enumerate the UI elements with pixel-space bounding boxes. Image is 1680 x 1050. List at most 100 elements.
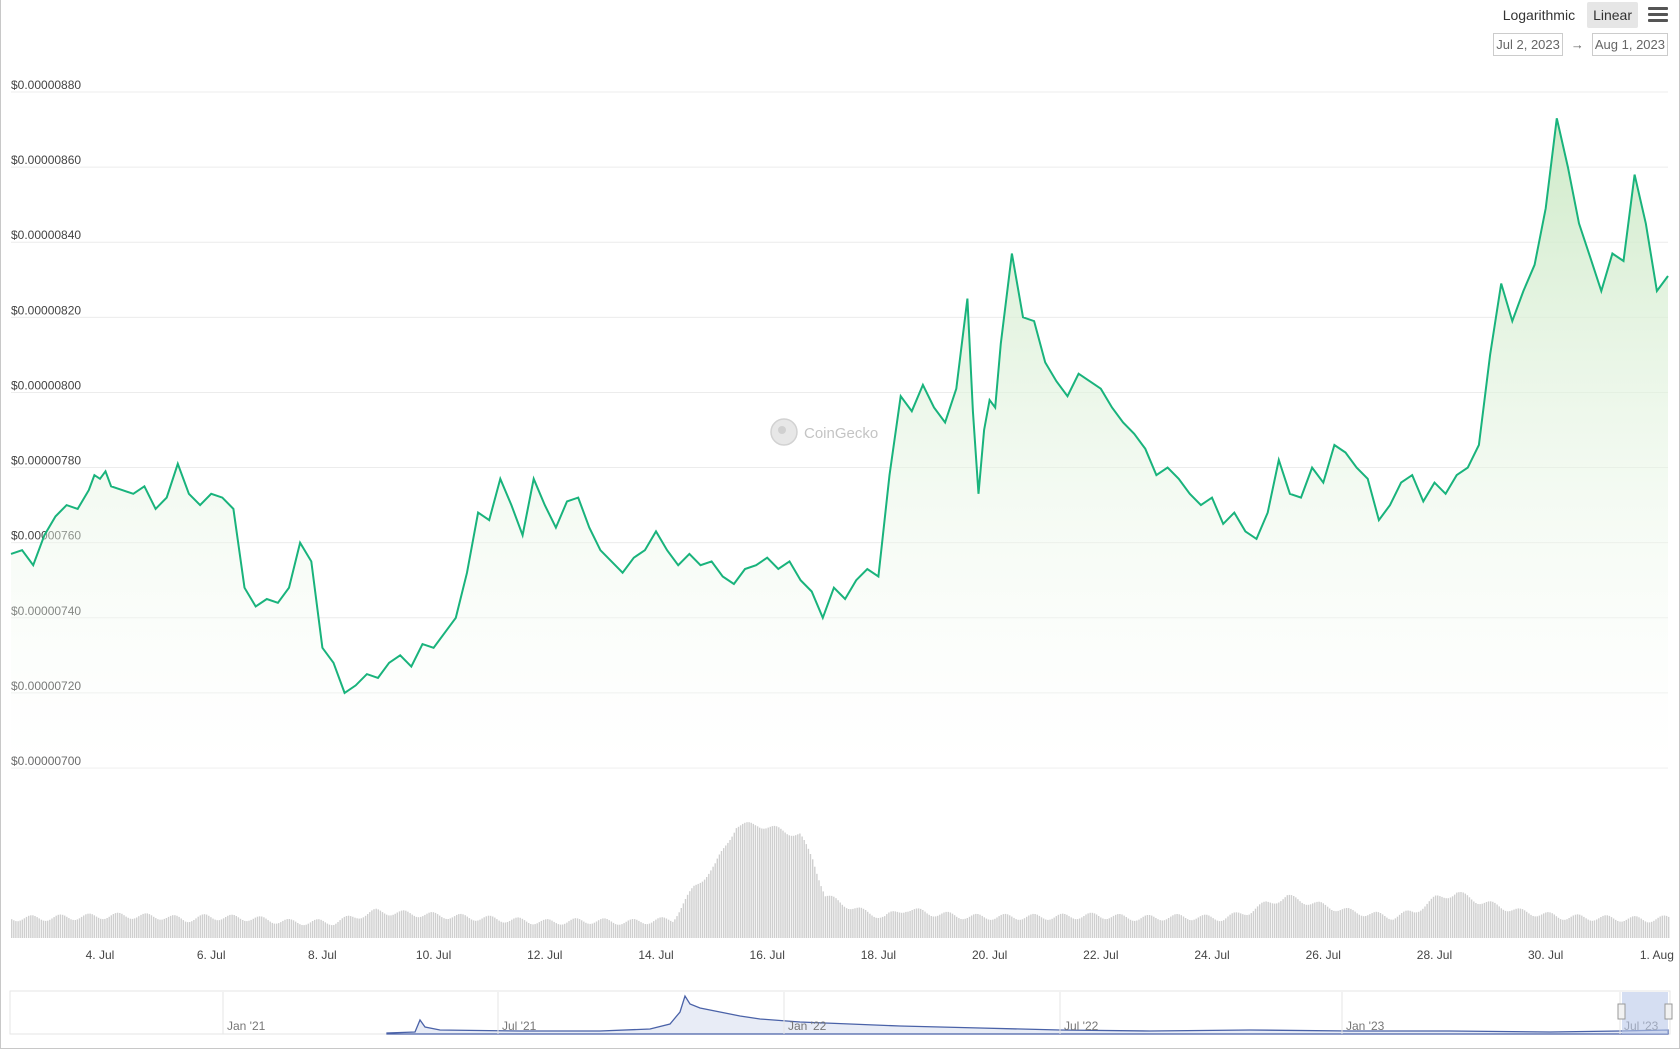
- volume-bar: [125, 916, 127, 938]
- volume-bar: [1350, 908, 1352, 938]
- hamburger-menu-icon[interactable]: [1648, 7, 1668, 23]
- volume-bar: [1460, 892, 1462, 938]
- navigator-right-handle[interactable]: [1664, 1003, 1673, 1020]
- volume-bar: [1454, 894, 1456, 938]
- volume-bar: [307, 923, 309, 938]
- volume-bar: [1102, 918, 1104, 938]
- volume-bar: [288, 919, 290, 938]
- volume-bar: [631, 919, 634, 938]
- volume-bar: [23, 918, 26, 938]
- volume-bar: [1303, 904, 1305, 938]
- volume-bar: [38, 918, 40, 938]
- volume-bar: [102, 919, 104, 938]
- volume-bar: [886, 914, 888, 938]
- volume-bar: [788, 835, 790, 938]
- range-to-input[interactable]: Aug 1, 2023: [1591, 33, 1668, 56]
- volume-bar: [1665, 915, 1668, 938]
- volume-bar: [907, 911, 909, 938]
- volume-bar: [1485, 902, 1488, 938]
- volume-bar: [822, 891, 824, 938]
- volume-bar: [271, 922, 273, 938]
- volume-bar: [104, 918, 106, 938]
- volume-bar: [1167, 918, 1170, 938]
- volume-bar: [55, 915, 57, 938]
- volume-bar: [729, 840, 731, 938]
- price-series-line[interactable]: [10, 118, 1669, 695]
- logarithmic-scale-button[interactable]: Logarithmic: [1502, 7, 1576, 23]
- volume-bar: [898, 912, 901, 938]
- volume-bar: [1312, 903, 1314, 938]
- volume-bar: [958, 918, 960, 938]
- volume-bar: [333, 925, 335, 938]
- volume-bar: [1644, 921, 1647, 938]
- volume-bar: [123, 915, 125, 938]
- volume-bar: [500, 921, 502, 938]
- volume-bar: [511, 919, 513, 938]
- volume-bar: [318, 919, 320, 938]
- volume-bar: [568, 921, 570, 938]
- volume-bar: [303, 925, 305, 938]
- volume-bar: [809, 854, 812, 938]
- range-from-input[interactable]: Jul 2, 2023: [1493, 33, 1563, 56]
- volume-bar: [347, 915, 350, 938]
- volume-bar: [186, 922, 189, 938]
- volume-bar: [1066, 914, 1068, 938]
- volume-bar: [1047, 919, 1049, 938]
- volume-bar: [778, 827, 780, 938]
- volume-bar: [1511, 910, 1513, 938]
- volume-bar: [1199, 916, 1202, 938]
- volume-bar: [1322, 903, 1324, 938]
- volume-bar: [167, 916, 170, 938]
- volume-bar: [1157, 919, 1159, 938]
- volume-bar: [818, 880, 820, 938]
- volume-bar: [1384, 916, 1386, 938]
- volume-bar: [254, 917, 257, 938]
- volume-bar: [1534, 916, 1536, 938]
- volume-bar: [634, 919, 636, 938]
- volume-bar: [884, 916, 886, 938]
- volume-bar: [1062, 913, 1064, 938]
- volume-bar: [989, 919, 992, 938]
- volume-bar: [1494, 902, 1496, 938]
- volume-bar: [1072, 918, 1074, 938]
- volume-bar: [191, 921, 193, 938]
- volume-bar: [1549, 912, 1551, 938]
- volume-bar: [1144, 915, 1146, 938]
- navigator-selection[interactable]: [1622, 992, 1668, 1034]
- volume-bar: [742, 823, 744, 938]
- volume-bar: [992, 919, 994, 938]
- volume-bar: [1136, 920, 1138, 938]
- y-tick-label: $0.00000880: [11, 78, 81, 92]
- linear-scale-button[interactable]: Linear: [1587, 2, 1638, 28]
- volume-bar: [589, 923, 591, 938]
- volume-bar: [1070, 917, 1072, 938]
- volume-bar: [1651, 921, 1653, 938]
- volume-bar: [11, 919, 13, 938]
- volume-bar: [1606, 915, 1608, 938]
- volume-bar: [1566, 919, 1568, 938]
- x-tick-label: 8. Jul: [308, 948, 337, 962]
- volume-bar: [337, 922, 339, 938]
- volume-bar: [725, 845, 727, 938]
- volume-bar: [1464, 893, 1466, 938]
- volume-bar: [231, 914, 233, 938]
- volume-bar: [837, 900, 839, 938]
- volume-bar: [453, 916, 456, 938]
- volume-bar: [244, 920, 246, 938]
- volume-bar: [182, 920, 184, 938]
- volume-bar: [252, 918, 254, 938]
- volume-bar: [750, 822, 752, 938]
- volume-bar: [411, 914, 413, 938]
- volume-bar: [737, 826, 740, 938]
- volume-bar: [1242, 914, 1244, 938]
- volume-bar: [280, 922, 282, 938]
- volume-bar: [763, 828, 765, 938]
- navigator-left-handle[interactable]: [1617, 1003, 1626, 1020]
- volume-bar: [665, 918, 668, 938]
- volume-bar: [761, 828, 763, 938]
- volume-bar: [364, 915, 367, 938]
- volume-bar: [1032, 913, 1034, 938]
- volume-bar: [1401, 913, 1403, 938]
